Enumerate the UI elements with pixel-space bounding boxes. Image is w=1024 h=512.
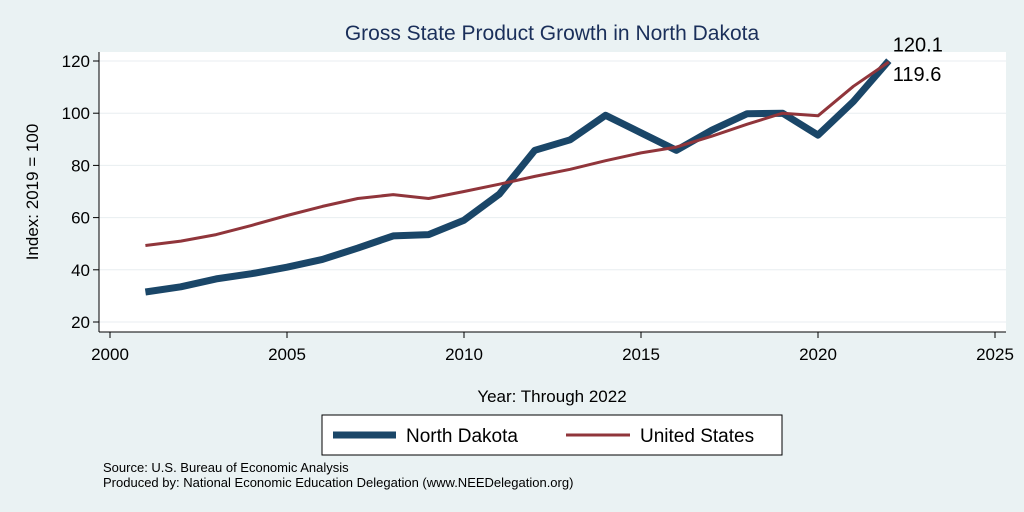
end-label-north-dakota: 120.1 xyxy=(893,35,943,57)
x-tick-label: 2015 xyxy=(622,345,660,364)
y-tick-label: 60 xyxy=(71,209,90,228)
x-tick-label: 2010 xyxy=(445,345,483,364)
series-line-united-states xyxy=(145,60,890,247)
plot-area xyxy=(99,52,1006,332)
end-labels: 120.1 119.6 xyxy=(893,35,943,86)
legend-label-united-states: United States xyxy=(640,426,754,447)
x-tick-label: 2025 xyxy=(976,345,1014,364)
y-tick-label: 20 xyxy=(71,313,90,332)
y-tick-label: 100 xyxy=(62,104,90,123)
y-tick-label: 80 xyxy=(71,156,90,175)
series-line-north-dakota xyxy=(144,58,892,296)
series-lines xyxy=(144,58,892,296)
x-tick-label: 2005 xyxy=(268,345,306,364)
producer-note: Produced by: National Economic Education… xyxy=(103,475,573,490)
x-tick-label: 2000 xyxy=(91,345,129,364)
y-tick-label: 120 xyxy=(62,52,90,71)
y-axis-title: Index: 2019 = 100 xyxy=(23,124,42,261)
x-axis-title: Year: Through 2022 xyxy=(477,387,626,406)
legend-box xyxy=(321,414,783,456)
legend-label-north-dakota: North Dakota xyxy=(406,426,518,447)
grid-lines xyxy=(99,60,1006,323)
axes: 20 40 60 80 100 120 2000 2005 2010 2015 2020 2025 xyxy=(62,52,1014,364)
end-label-united-states: 119.6 xyxy=(893,64,942,86)
chart-title: Gross State Product Growth in North Dako… xyxy=(345,22,760,45)
x-tick-label: 2020 xyxy=(799,345,837,364)
y-tick-label: 40 xyxy=(71,261,90,280)
legend: North Dakota United States xyxy=(321,414,783,456)
source-note: Source: U.S. Bureau of Economic Analysis xyxy=(103,460,349,475)
